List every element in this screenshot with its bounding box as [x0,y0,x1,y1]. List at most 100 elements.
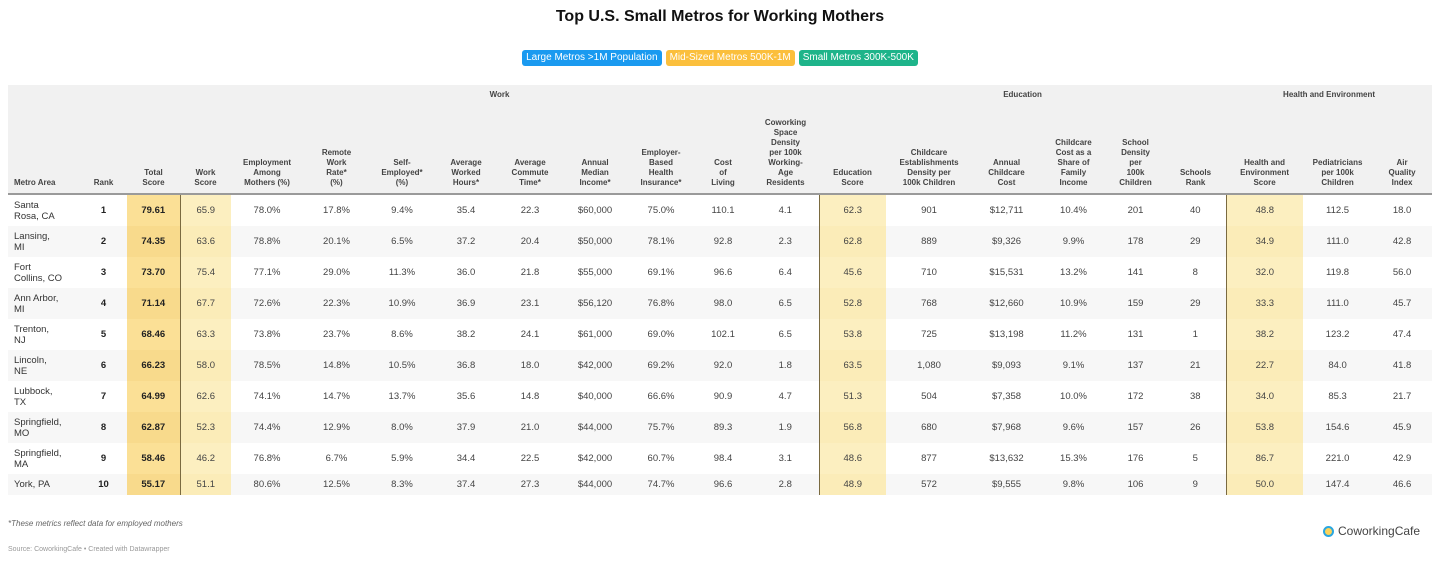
table-row: Lansing, MI 2 74.35 63.6 78.8% 20.1% 6.5% 37.2 2… [8,226,1433,257]
table-cell: $61,000 [577,329,613,340]
table-cell: 6.5 [778,329,792,340]
table-cell: 40 [1190,205,1201,216]
table-cell: 69.1% [647,267,675,278]
column-header: Childcare Cost as a Share of Family Inco… [1041,105,1107,195]
table-cell: 65.9 [179,194,231,226]
column-header: Work Score [180,105,231,195]
table-cell: 53.8 [1225,412,1304,443]
table-cell: 96.6 [694,474,752,495]
table-cell: 2.8 [752,474,820,495]
table-cell: 10.0% [1060,391,1087,402]
table-cell: $9,093 [972,350,1042,381]
table-cell: 51.3 [818,381,887,412]
group-header: Work [180,85,820,105]
table-cell: 9.6% [1041,412,1107,443]
table-cell: 14.8 [520,391,540,402]
table-cell: 78.1% [628,226,694,257]
table-cell: 10.9% [370,288,434,319]
table-cell: 73.8% [253,329,281,340]
table-cell: 159 [1106,288,1166,319]
table-cell: 56.8 [818,412,887,443]
total-score-cell: 58.46 [127,443,180,474]
metro-name-cell: Lansing, MI [8,226,80,257]
table-cell: 4.1 [778,205,792,216]
table-cell: 6.5 [752,288,820,319]
table-cell: 66.6% [647,391,675,402]
table-cell: 67.7 [179,288,231,319]
table-cell: 137 [1106,350,1166,381]
table-cell: 20.4 [498,226,562,257]
table-cell: 22.5 [520,453,540,464]
table-cell: $7,358 [991,391,1022,402]
table-cell: 18.0 [1392,205,1412,216]
table-cell: 9.4% [391,205,413,216]
rank-cell: 7 [100,391,107,402]
table-cell: 92.8 [694,226,752,257]
metro-name-cell: Trenton, NJ [14,323,50,346]
table-cell: 21 [1165,350,1227,381]
table-cell: 74.1% [253,391,281,402]
rank-cell: 4 [80,288,127,319]
table-cell: 504 [921,391,937,402]
column-header: Employer- Based Health Insurance* [628,105,694,195]
column-header: Employment Among Mothers (%) [231,105,303,195]
table-cell: 77.1% [253,267,281,278]
metro-name-cell: York, PA [8,474,80,495]
table-cell: 178 [1106,226,1166,257]
table-cell: 14.7% [323,391,350,402]
table-cell: $7,968 [972,412,1042,443]
table-cell: 76.8% [253,453,281,464]
table-cell: 60.7% [647,453,675,464]
table-cell: 56.0 [1392,267,1412,278]
column-header: School Density per 100k Children [1106,105,1166,195]
total-score-cell: 74.35 [127,226,180,257]
table-row: Fort Collins, CO 3 73.70 75.4 77.1% 29.0% 11.3… [8,257,1432,288]
table-cell: 75.4 [179,257,231,288]
table-cell: 221.0 [1325,453,1350,464]
table-cell: 78.8% [231,226,303,257]
metro-name-cell: Ann Arbor, MI [8,288,80,319]
table-cell: 14.8% [303,350,370,381]
column-header: Self- Employed* (%) [370,105,434,195]
table-cell: 111.0 [1303,288,1373,319]
metro-name-cell: Santa Rosa, CA [14,199,55,222]
rank-cell: 8 [80,412,127,443]
chart-title: Top U.S. Small Metros for Working Mother… [555,8,885,25]
table-cell: 35.6 [456,391,476,402]
table-cell: 38.2 [1225,319,1304,350]
table-cell: 8 [1192,267,1198,278]
table-cell: 89.3 [694,412,752,443]
table-cell: $13,632 [989,453,1024,464]
table-cell: 78.0% [253,205,281,216]
table-cell: 84.0 [1303,350,1373,381]
rank-cell: 3 [100,267,107,278]
column-header: Average Worked Hours* [434,105,498,195]
table-cell: 1,080 [886,350,973,381]
group-header: Health and Environment [1226,85,1433,105]
table-cell: 23.7% [323,329,350,340]
table-row: York, PA 10 55.17 51.1 80.6% 12.5% 8.3% 37.4 27.… [8,474,1433,495]
table-cell: 36.8 [434,350,498,381]
table-row: Lincoln, NE 6 66.23 58.0 78.5% 14.8% 10.5% 36.8… [8,350,1433,381]
table-cell: 102.1 [711,329,735,340]
table-cell: 8.0% [370,412,434,443]
table-cell: 4.7 [778,391,792,402]
table-cell: 53.8 [818,319,887,350]
table-cell: 62.8 [818,226,887,257]
table-cell: 50.0 [1225,474,1304,495]
table-cell: 13.2% [1060,267,1087,278]
metro-name-cell: Springfield, MA [14,447,62,470]
total-score-cell: 71.14 [127,288,180,319]
table-cell: 96.6 [713,267,733,278]
table-row: Springfield, MO 8 62.87 52.3 74.4% 12.9% 8.0% 3… [8,412,1433,443]
table-cell: $60,000 [577,205,613,216]
table-cell: 9.1% [1041,350,1107,381]
table-cell: 9 [1165,474,1227,495]
table-cell: $15,531 [989,267,1024,278]
table-cell: 69.0% [647,329,675,340]
table-cell: 24.1 [520,329,540,340]
table-cell: 123.2 [1325,329,1350,340]
table-cell: 62.6 [179,381,231,412]
total-score-cell: 55.17 [127,474,180,495]
total-score-cell: 64.99 [127,381,180,412]
